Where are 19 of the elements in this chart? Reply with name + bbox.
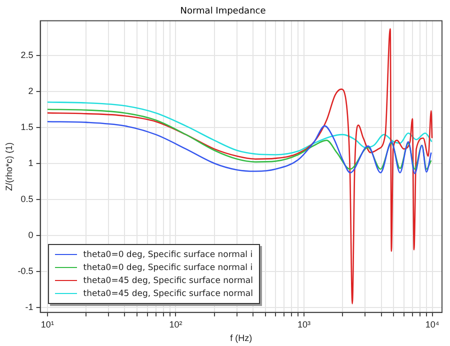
legend-label: theta0=0 deg, Specific surface normal i: [83, 250, 253, 260]
y-tick-label: -1: [25, 302, 34, 312]
y-tick-label: 2: [28, 86, 34, 96]
legend-label: theta0=45 deg, Specific surface normal: [83, 288, 253, 299]
y-tick-label: 0: [28, 230, 34, 240]
x-axis-title: f (Hz): [230, 333, 252, 344]
x-tick-label: 10¹: [40, 319, 54, 330]
y-tick-label: 1: [28, 158, 34, 168]
chart-title: Normal Impedance: [180, 6, 266, 17]
x-tick-label: 10⁴: [425, 319, 440, 330]
x-tick-label: 10²: [169, 319, 182, 330]
y-tick-label: 2.5: [20, 50, 34, 60]
y-axis-title: Z/(rho*c) (1): [4, 142, 14, 191]
y-tick-label: 1.5: [20, 122, 34, 132]
x-tick-label: 10³: [298, 319, 311, 330]
y-tick-label: 0.5: [20, 194, 34, 204]
legend-label: theta0=0 deg, Specific surface normal i: [83, 262, 253, 273]
legend-label: theta0=45 deg, Specific surface normal: [83, 276, 253, 286]
y-tick-label: -0.5: [18, 266, 34, 276]
